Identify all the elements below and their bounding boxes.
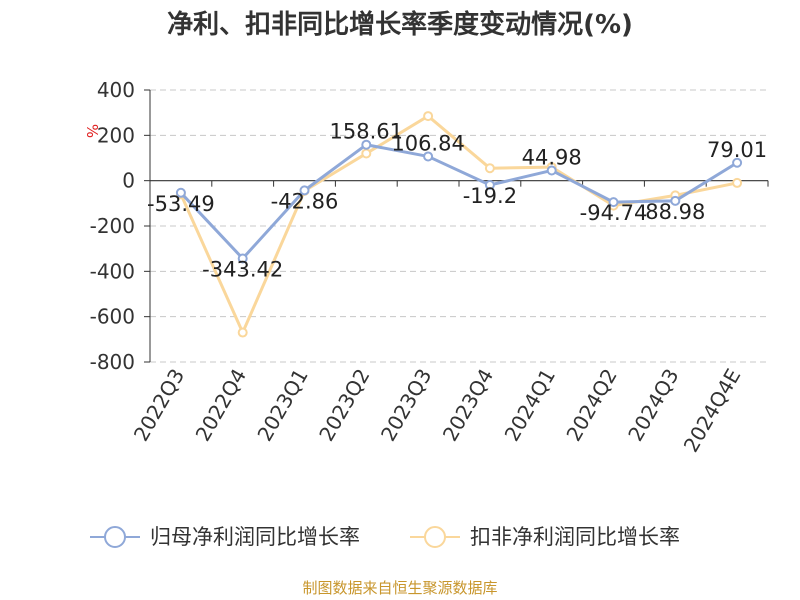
legend-marker-series-1	[104, 526, 126, 548]
x-tick-label: 2023Q2	[314, 365, 374, 446]
y-tick-label: -400	[90, 259, 135, 283]
data-point-series-1[interactable]	[732, 157, 743, 168]
x-tick-label: 2024Q2	[561, 365, 621, 446]
data-point-series-1[interactable]	[175, 187, 186, 198]
data-point-series-2[interactable]	[361, 148, 372, 159]
data-point-series-1[interactable]	[423, 151, 434, 162]
data-label: 79.01	[707, 138, 767, 162]
data-label: -94.74	[580, 201, 648, 225]
series-line-1	[179, 143, 738, 261]
data-point-series-1[interactable]	[484, 180, 495, 191]
data-point-series-1[interactable]	[608, 197, 619, 208]
x-tick-label: 2022Q4	[191, 365, 251, 446]
source-note: 制图数据来自恒生聚源数据库	[302, 579, 497, 597]
data-point-series-2[interactable]	[484, 163, 495, 174]
data-label: 44.98	[522, 145, 582, 169]
chart-title: 净利、扣非同比增长率季度变动情况(%)	[167, 9, 633, 40]
x-tick-label: 2024Q1	[500, 365, 560, 446]
x-tick-label: 2023Q4	[438, 365, 498, 446]
data-point-series-1[interactable]	[299, 185, 310, 196]
data-label: 106.84	[391, 131, 464, 155]
y-tick-label: 200	[97, 123, 135, 147]
data-point-series-1[interactable]	[546, 165, 557, 176]
data-label: -19.2	[463, 184, 517, 208]
x-tick-label: 2022Q3	[129, 365, 189, 446]
data-label: -53.49	[147, 192, 215, 216]
legend: 归母净利润同比增长率 扣非净利润同比增长率	[90, 525, 680, 549]
x-tick-label: 2023Q1	[252, 365, 312, 446]
data-point-series-1[interactable]	[670, 195, 681, 206]
data-point-series-1[interactable]	[361, 139, 372, 150]
legend-label-series-1: 归母净利润同比增长率	[150, 525, 360, 549]
y-tick-label: 0	[122, 169, 135, 193]
legend-marker-series-2	[424, 526, 446, 548]
data-point-series-2[interactable]	[237, 327, 248, 338]
legend-item-series-1[interactable]: 归母净利润同比增长率	[90, 525, 360, 549]
y-tick-label: -800	[90, 350, 135, 374]
series-layer	[175, 111, 743, 338]
x-tick-label: 2024Q3	[623, 365, 683, 446]
legend-label-series-2: 扣非净利润同比增长率	[470, 525, 680, 549]
x-tick-label: 2024Q4E	[679, 365, 746, 457]
data-label: -343.42	[202, 258, 283, 282]
y-tick-label: -600	[90, 305, 135, 329]
grid	[150, 89, 768, 363]
x-tick-label: 2023Q3	[376, 365, 436, 446]
y-tick-label: 400	[97, 78, 135, 102]
y-axis-unit: %	[83, 124, 101, 138]
data-point-series-2[interactable]	[423, 111, 434, 122]
data-label: 158.61	[330, 120, 403, 144]
y-tick-label: -200	[90, 214, 135, 238]
data-point-series-1[interactable]	[237, 253, 248, 264]
data-label: -42.86	[271, 189, 339, 213]
data-label: 88.98	[645, 200, 705, 224]
data-point-series-2[interactable]	[732, 177, 743, 188]
legend-item-series-2[interactable]: 扣非净利润同比增长率	[410, 525, 680, 549]
